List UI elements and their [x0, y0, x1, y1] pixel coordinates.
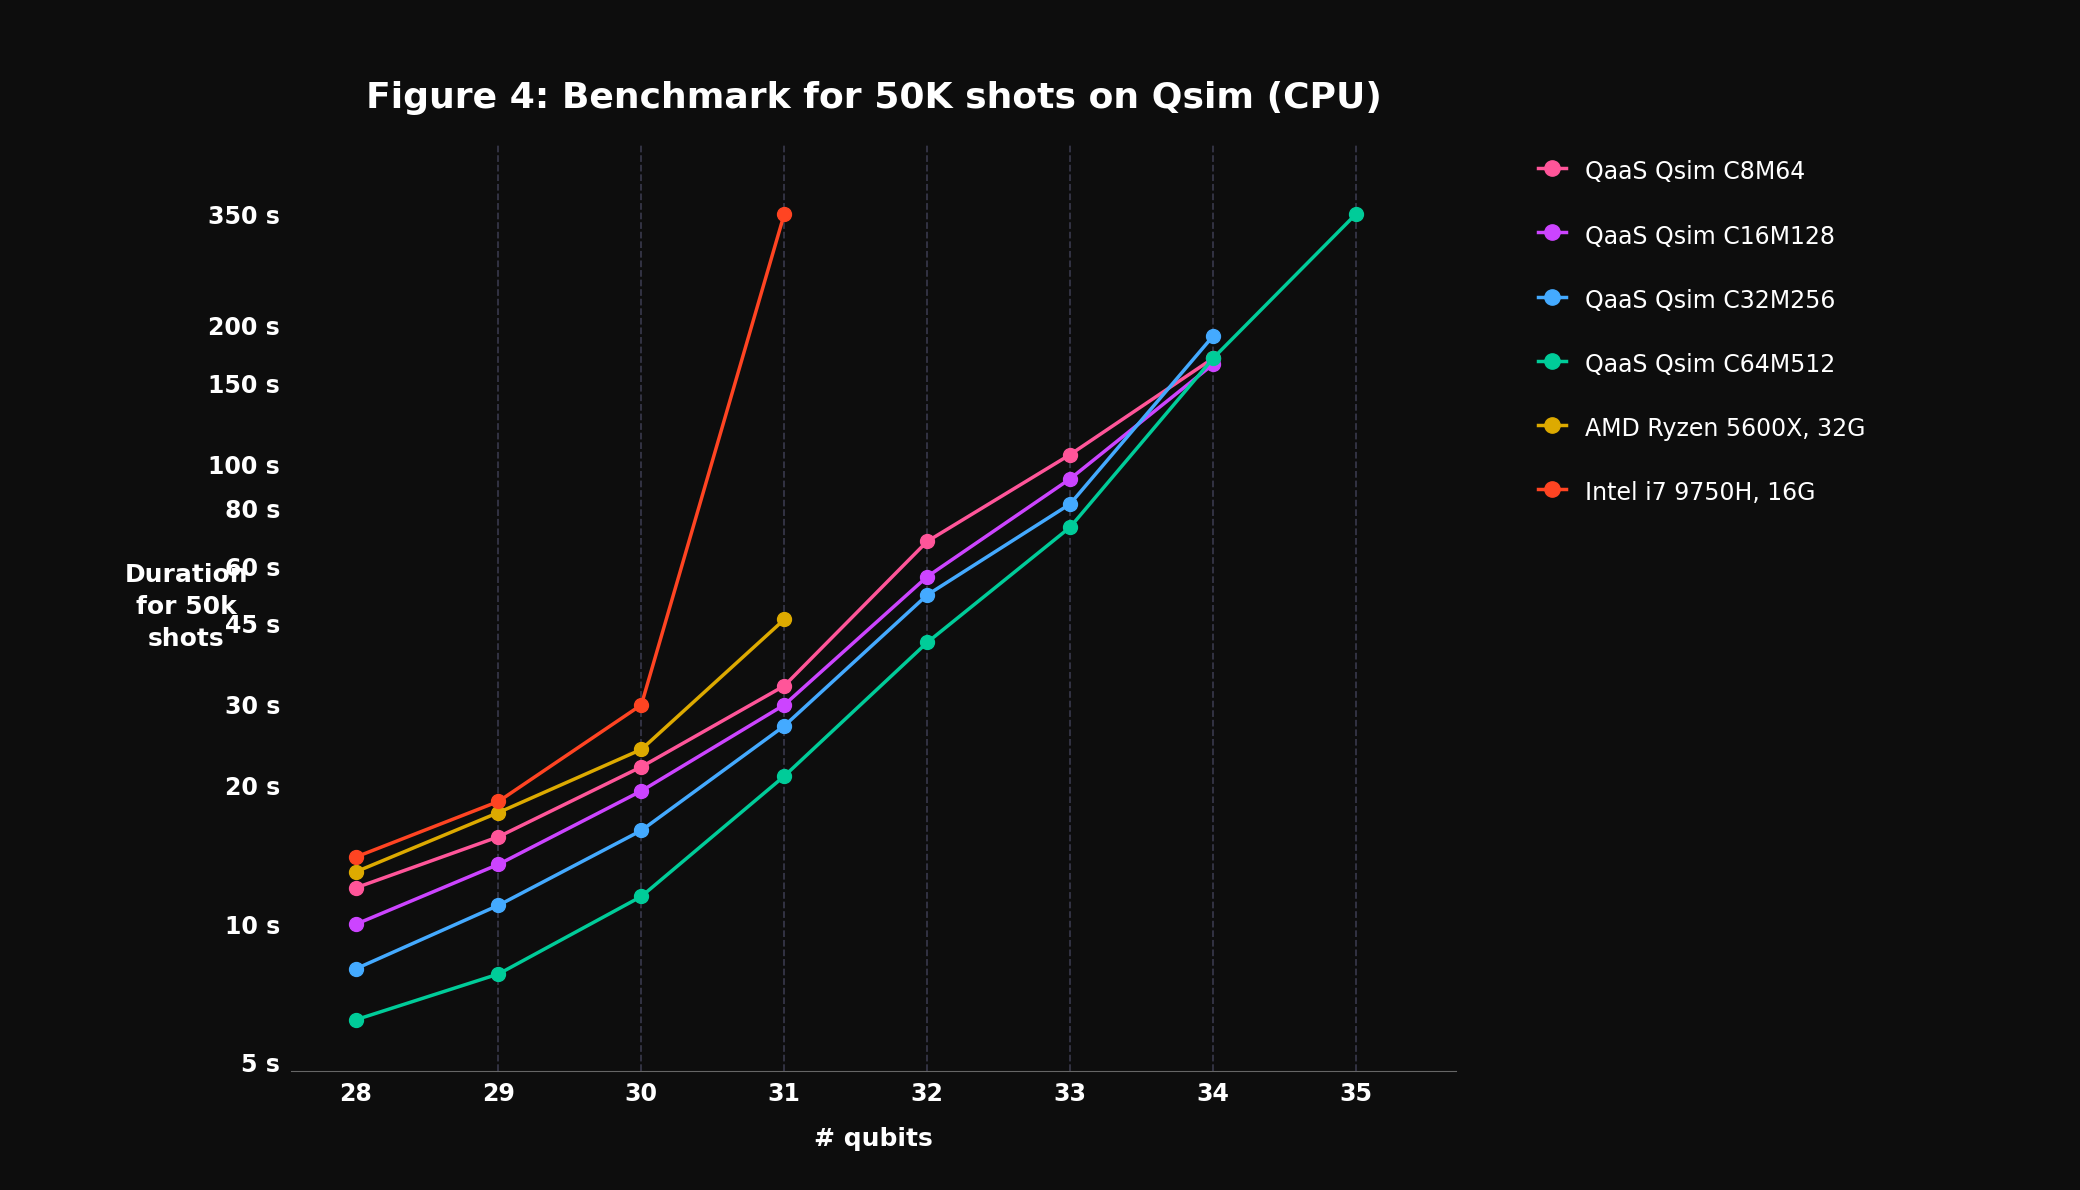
Intel i7 9750H, 16G	[343, 850, 368, 864]
Line: QaaS Qsim C16M128: QaaS Qsim C16M128	[349, 357, 1221, 932]
Text: Duration
for 50k
shots: Duration for 50k shots	[125, 563, 248, 651]
Line: Intel i7 9750H, 16G: Intel i7 9750H, 16G	[349, 207, 790, 864]
Intel i7 9750H, 16G	[628, 697, 653, 712]
QaaS Qsim C32M256	[772, 719, 797, 733]
QaaS Qsim C16M128	[487, 857, 512, 871]
QaaS Qsim C8M64	[487, 829, 512, 844]
QaaS Qsim C16M128	[628, 784, 653, 798]
QaaS Qsim C64M512	[343, 1013, 368, 1027]
QaaS Qsim C64M512	[772, 769, 797, 783]
QaaS Qsim C64M512	[1057, 520, 1082, 534]
QaaS Qsim C32M256	[915, 588, 940, 602]
AMD Ryzen 5600X, 32G	[487, 806, 512, 820]
X-axis label: # qubits: # qubits	[813, 1127, 934, 1151]
QaaS Qsim C64M512	[1200, 351, 1225, 365]
AMD Ryzen 5600X, 32G	[772, 613, 797, 627]
QaaS Qsim C64M512	[915, 635, 940, 650]
QaaS Qsim C64M512	[487, 966, 512, 981]
Line: QaaS Qsim C64M512: QaaS Qsim C64M512	[349, 207, 1362, 1027]
QaaS Qsim C64M512	[628, 889, 653, 903]
QaaS Qsim C8M64	[915, 534, 940, 549]
QaaS Qsim C8M64	[343, 881, 368, 895]
Legend: QaaS Qsim C8M64, QaaS Qsim C16M128, QaaS Qsim C32M256, QaaS Qsim C64M512, AMD Ry: QaaS Qsim C8M64, QaaS Qsim C16M128, QaaS…	[1527, 145, 1878, 519]
QaaS Qsim C32M256	[1057, 497, 1082, 512]
AMD Ryzen 5600X, 32G	[628, 743, 653, 757]
Line: AMD Ryzen 5600X, 32G: AMD Ryzen 5600X, 32G	[349, 613, 790, 879]
QaaS Qsim C8M64	[628, 759, 653, 774]
QaaS Qsim C64M512	[1344, 207, 1369, 221]
QaaS Qsim C16M128	[772, 697, 797, 712]
QaaS Qsim C8M64	[1057, 447, 1082, 462]
QaaS Qsim C8M64	[772, 678, 797, 693]
QaaS Qsim C16M128	[1057, 471, 1082, 486]
Intel i7 9750H, 16G	[772, 207, 797, 221]
Intel i7 9750H, 16G	[487, 794, 512, 808]
Title: Figure 4: Benchmark for 50K shots on Qsim (CPU): Figure 4: Benchmark for 50K shots on Qsi…	[366, 81, 1381, 115]
Line: QaaS Qsim C32M256: QaaS Qsim C32M256	[349, 330, 1221, 976]
QaaS Qsim C8M64	[1200, 351, 1225, 365]
Line: QaaS Qsim C8M64: QaaS Qsim C8M64	[349, 351, 1221, 895]
QaaS Qsim C16M128	[915, 570, 940, 584]
AMD Ryzen 5600X, 32G	[343, 865, 368, 879]
QaaS Qsim C32M256	[628, 823, 653, 838]
QaaS Qsim C16M128	[343, 917, 368, 932]
QaaS Qsim C32M256	[487, 898, 512, 913]
QaaS Qsim C16M128	[1200, 357, 1225, 371]
QaaS Qsim C32M256	[1200, 328, 1225, 343]
QaaS Qsim C32M256	[343, 962, 368, 976]
